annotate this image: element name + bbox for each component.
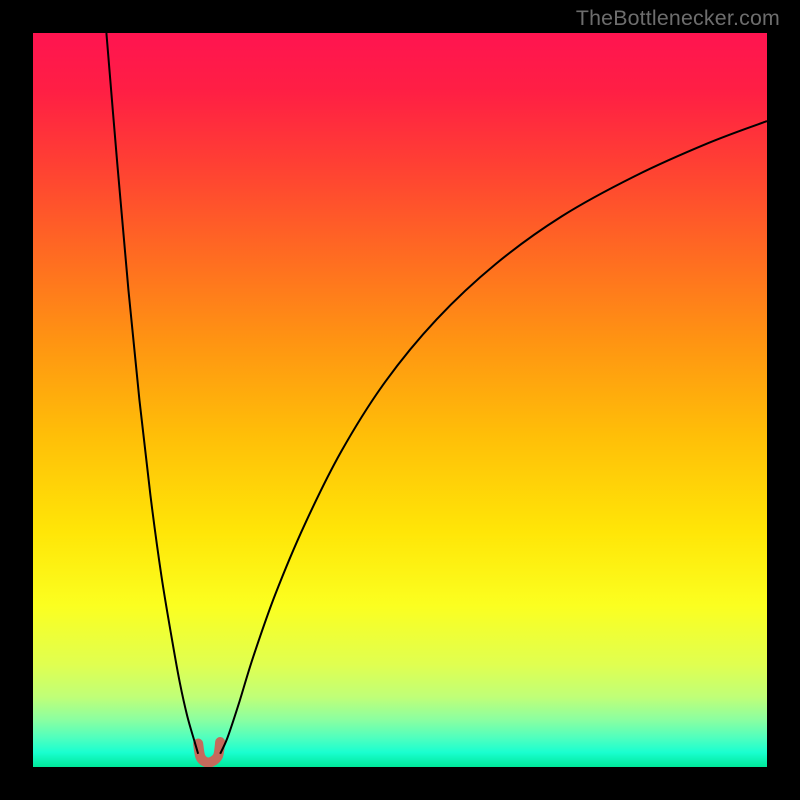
chart-svg xyxy=(33,33,767,767)
curve-right-branch xyxy=(220,121,767,754)
watermark-text: TheBottlenecker.com xyxy=(576,6,780,31)
trough-mark xyxy=(198,742,220,763)
curve-left-branch xyxy=(106,33,198,754)
plot-frame xyxy=(33,33,767,767)
stage: TheBottlenecker.com xyxy=(0,0,800,800)
